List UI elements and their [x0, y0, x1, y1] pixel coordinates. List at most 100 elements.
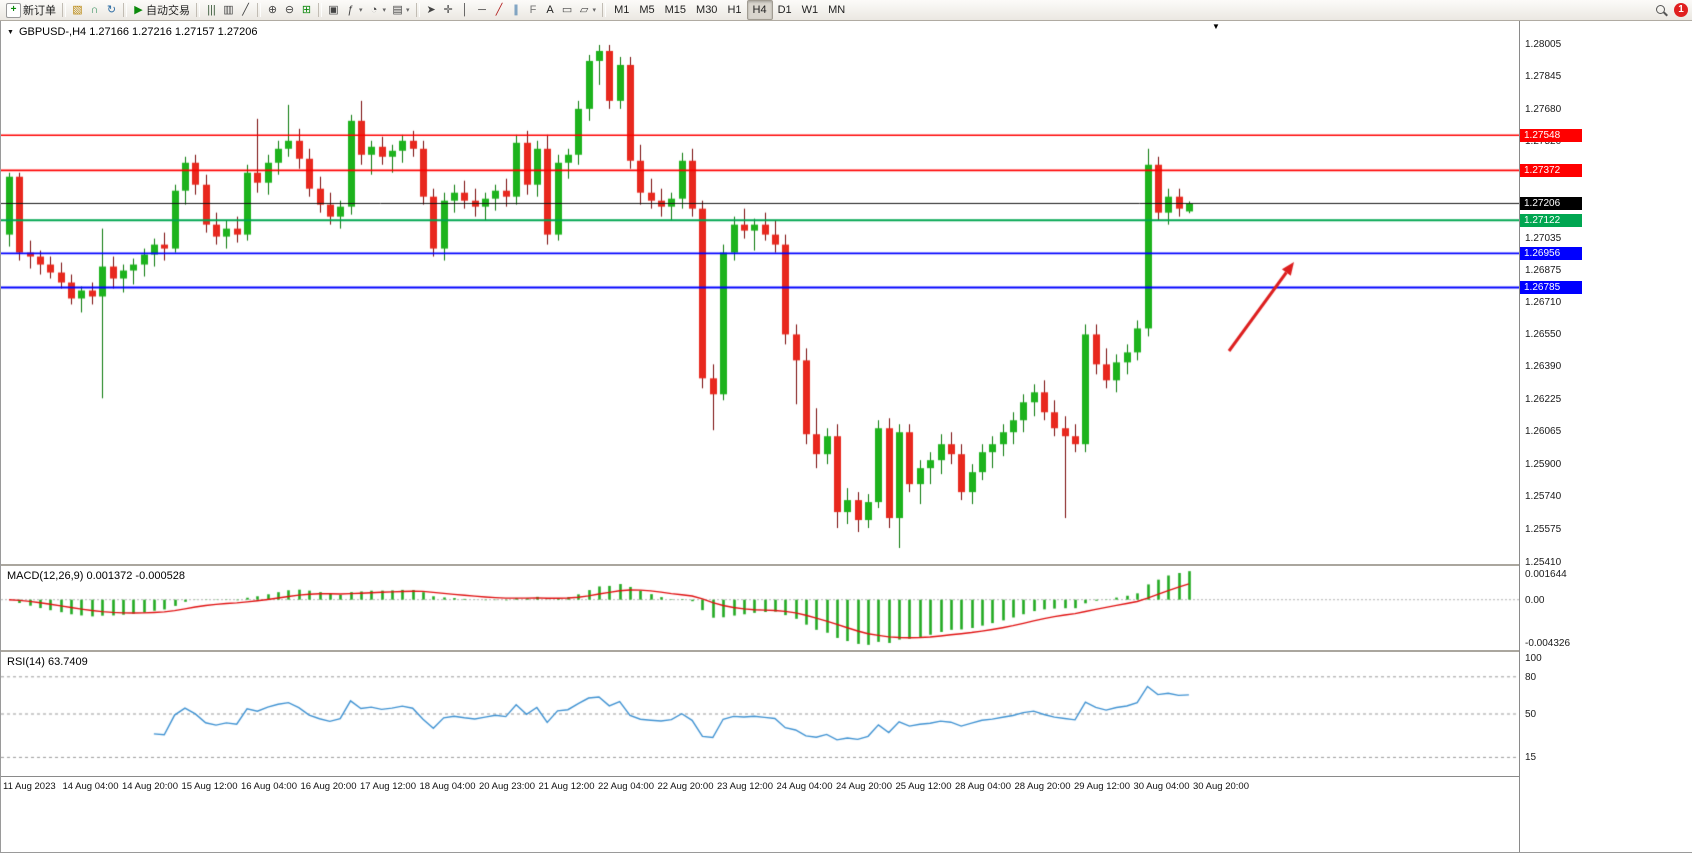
periods-button-dropdown-arrow-icon[interactable]: ▾	[382, 7, 387, 14]
line-chart-button[interactable]: ╱	[237, 1, 254, 19]
toolbar-separator	[123, 3, 127, 17]
autotrade-button-glyph: ▶	[134, 4, 143, 16]
one-click-caret[interactable]: ▼	[7, 28, 14, 36]
price-tick: 1.26875	[1525, 264, 1562, 276]
time-label: 18 Aug 04:00	[419, 781, 476, 792]
price-axis[interactable]: 0.001644 0.00 -0.004326 1.28005 1.27845 1.…	[1519, 21, 1692, 852]
headset-icon-glyph: ∩	[90, 4, 99, 16]
price-tick: 1.25410	[1525, 557, 1562, 568]
periods-button[interactable]: ◔ ▾	[366, 1, 390, 19]
time-label: 15 Aug 12:00	[181, 781, 238, 792]
toolbar-separator	[257, 3, 261, 17]
search-icon[interactable]	[1655, 4, 1668, 17]
fibonacci-tool-button-glyph: F	[529, 4, 537, 16]
label-tool-button[interactable]: ▭	[559, 1, 576, 19]
cursor-tool-button[interactable]: ➤	[423, 1, 440, 19]
horizontal-line-tool-button-glyph: ─	[478, 4, 486, 16]
timeframe-m15-button[interactable]: M15	[660, 1, 691, 19]
chart-window: 11 Aug 2023 14 Aug 04:00 14 Aug 20:00 15 Au…	[0, 20, 1692, 853]
shapes-tool-button[interactable]: ▱ ▾	[576, 1, 600, 19]
indicators-button[interactable]: ƒ ▾	[342, 1, 366, 19]
tile-windows-button[interactable]: ⊞	[298, 1, 315, 19]
price-tick: 1.26550	[1525, 329, 1562, 341]
macd-axis-min: -0.004326	[1525, 638, 1571, 649]
timeframe-h1-button[interactable]: H1	[722, 1, 746, 19]
toolbar-separator	[318, 3, 322, 17]
zoom-in-button[interactable]: ⊕	[264, 1, 281, 19]
price-chart-canvas[interactable]	[1, 21, 1519, 564]
price-tick: 1.26710	[1525, 297, 1562, 309]
channel-tool-button[interactable]: ∥	[508, 1, 525, 19]
macd-panel-canvas[interactable]	[1, 566, 1519, 650]
rsi-axis-label: 80	[1525, 671, 1537, 683]
toolbar-separator	[415, 3, 420, 17]
templates-button[interactable]: ▤ ▾	[389, 1, 413, 19]
time-label: 25 Aug 12:00	[895, 781, 952, 792]
candlestick-chart-button-glyph: ▥	[223, 4, 234, 16]
macd-label: MACD(12,26,9) 0.001372 -0.000528	[7, 570, 185, 582]
rsi-axis-label: 50	[1525, 709, 1537, 720]
refresh-icon[interactable]: ↻	[103, 1, 120, 19]
time-label: 16 Aug 20:00	[300, 781, 357, 792]
rsi-panel-canvas[interactable]	[1, 652, 1519, 776]
timeframe-w1-button-label: W1	[801, 4, 819, 16]
crosshair-tool-button[interactable]: ✛	[440, 1, 457, 19]
vertical-line-tool-button[interactable]: │	[457, 1, 474, 19]
vertical-line-tool-button-glyph: │	[461, 4, 469, 16]
time-label: 28 Aug 04:00	[955, 781, 1011, 792]
templates-button-dropdown-arrow-icon[interactable]: ▾	[406, 7, 410, 14]
symbol-ohlc-title: GBPUSD-,H4 1.27166 1.27216 1.27157 1.272…	[18, 26, 258, 38]
timeframe-d1-button-label: D1	[777, 4, 792, 16]
zoom-out-button-glyph: ⊖	[284, 4, 295, 16]
candlestick-chart-button[interactable]: ▥	[220, 1, 237, 19]
new-order-button-glyph: +	[6, 2, 21, 18]
notification-badge[interactable]: 1	[1674, 3, 1688, 17]
label-tool-button-glyph: ▭	[561, 4, 573, 16]
timeframe-mn-button[interactable]: MN	[823, 1, 850, 19]
chart-plot-area: 11 Aug 2023 14 Aug 04:00 14 Aug 20:00 15 Au…	[1, 21, 1519, 852]
time-axis[interactable]: 11 Aug 2023 14 Aug 04:00 14 Aug 20:00 15 Au…	[1, 776, 1519, 803]
price-tick: 1.27680	[1525, 103, 1562, 115]
time-label: 30 Aug 20:00	[1193, 781, 1249, 792]
headset-icon[interactable]: ∩	[86, 1, 103, 19]
panel-separator[interactable]	[1, 564, 1519, 566]
indicators-button-glyph: ƒ	[347, 4, 354, 16]
fibonacci-tool-button[interactable]: F	[525, 1, 542, 19]
text-tool-button[interactable]: A	[542, 1, 559, 19]
timeframe-w1-button[interactable]: W1	[797, 1, 824, 19]
rsi-label: RSI(14) 63.7409	[7, 656, 88, 668]
time-label: 22 Aug 04:00	[598, 781, 654, 792]
timeframe-h4-button[interactable]: H4	[746, 0, 773, 20]
crosshair-tool-button-glyph: ✛	[443, 4, 453, 16]
autotrade-button[interactable]: ▶ 自动交易	[130, 1, 193, 19]
price-tick: 1.28005	[1525, 38, 1562, 50]
autotrade-button-label: 自动交易	[146, 5, 190, 17]
trendline-tool-button[interactable]: ╱	[491, 1, 508, 19]
timeframe-m30-button[interactable]: M30	[691, 1, 722, 19]
indicators-button-dropdown-arrow-icon[interactable]: ▾	[359, 7, 363, 14]
level-price-tag: 1.27122	[1520, 213, 1582, 227]
shapes-tool-button-dropdown-arrow-icon[interactable]: ▾	[592, 7, 597, 14]
time-label: 29 Aug 12:00	[1074, 781, 1130, 792]
time-label: 23 Aug 12:00	[717, 781, 773, 792]
time-label: 30 Aug 04:00	[1133, 781, 1190, 792]
bars-chart-button[interactable]: |||	[203, 1, 220, 19]
auto-arrange-button-glyph: ▣	[328, 4, 339, 16]
trendline-tool-button-glyph: ╱	[495, 4, 503, 16]
panel-separator[interactable]	[1, 650, 1519, 652]
time-label: 24 Aug 04:00	[776, 781, 833, 792]
chart-shift-marker[interactable]: ▼	[1212, 22, 1220, 31]
level-price-tag: 1.27548	[1520, 128, 1582, 142]
timeframe-m1-button[interactable]: M1	[609, 1, 634, 19]
timeframe-m5-button[interactable]: M5	[634, 1, 659, 19]
timeframe-d1-button[interactable]: D1	[773, 1, 797, 19]
new-order-button[interactable]: + 新订单	[3, 1, 59, 19]
zoom-out-button[interactable]: ⊖	[281, 1, 298, 19]
bars-chart-button-glyph: |||	[207, 4, 216, 16]
timeframe-mn-button-label: MN	[828, 4, 846, 16]
chart-title: ▼ GBPUSD-,H4 1.27166 1.27216 1.27157 1.2…	[7, 26, 257, 38]
horizontal-line-tool-button[interactable]: ─	[474, 1, 491, 19]
time-label: 17 Aug 12:00	[360, 781, 416, 792]
package-icon[interactable]: ▧	[69, 1, 86, 19]
auto-arrange-button[interactable]: ▣	[325, 1, 342, 19]
